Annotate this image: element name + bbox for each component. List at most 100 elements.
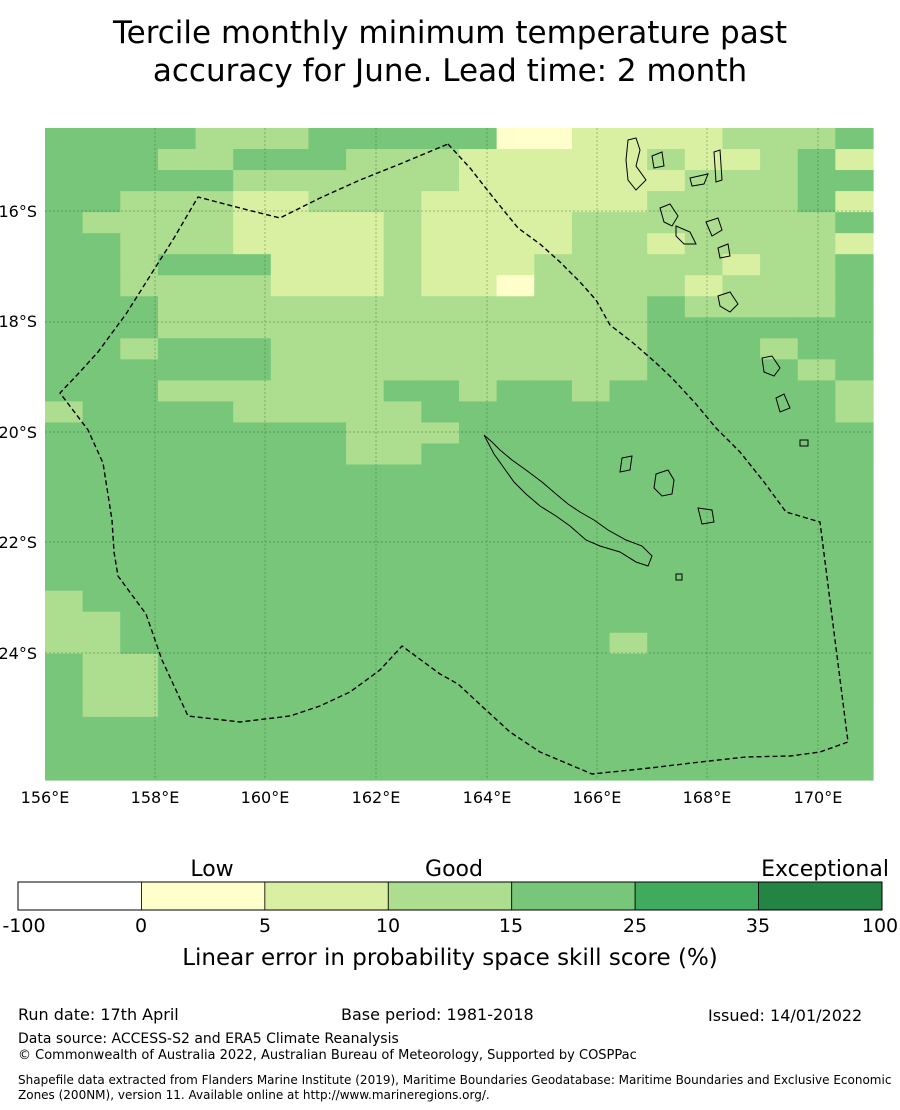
- grid-cell: [609, 191, 648, 213]
- grid-cell: [308, 464, 347, 487]
- grid-cell: [308, 422, 347, 445]
- grid-cell: [647, 128, 686, 150]
- grid-cell: [233, 758, 272, 781]
- grid-cell: [571, 128, 611, 150]
- colorbar-box: [264, 881, 389, 911]
- vanuatu-efate: [705, 217, 731, 259]
- grid-cell: [684, 653, 724, 676]
- grid-cell: [233, 716, 272, 739]
- grid-cell: [496, 338, 535, 360]
- grid-cell: [571, 527, 611, 550]
- grid-cell: [684, 149, 724, 171]
- grid-cell: [195, 233, 234, 255]
- grid-cell: [684, 296, 724, 318]
- grid-cell: [797, 716, 836, 739]
- grid-cell: [647, 443, 686, 466]
- grid-cell: [308, 128, 347, 150]
- grid-cell: [647, 191, 686, 213]
- grid-cell: [496, 527, 535, 550]
- grid-cell: [459, 317, 498, 339]
- longitude-tick-labels: 156°E 158°E 160°E 162°E 164°E 166°E 168°…: [21, 788, 843, 807]
- grid-cell: [270, 485, 310, 508]
- grid-cell: [45, 254, 84, 276]
- colorbar-box: [141, 881, 266, 911]
- grid-cell: [760, 716, 799, 739]
- grid-cell: [308, 758, 347, 781]
- grid-cell: [684, 506, 724, 529]
- grid-cell: [496, 401, 535, 424]
- grid-cell: [797, 506, 836, 529]
- grid-cell: [684, 737, 724, 760]
- grid-cell: [308, 632, 347, 655]
- grid-cell: [797, 569, 836, 592]
- grid-cell: [421, 506, 460, 529]
- grid-cell: [496, 128, 535, 150]
- grid-cell: [797, 275, 836, 297]
- grid-cell: [421, 170, 460, 192]
- grid-cell: [835, 254, 874, 276]
- grid-cell: [308, 401, 347, 424]
- grid-cell: [760, 128, 799, 150]
- grid-cell: [835, 569, 874, 592]
- grid-cell: [722, 380, 761, 403]
- grid-cell: [609, 674, 648, 697]
- loyalty-islands: [619, 455, 715, 525]
- grid-cell: [233, 485, 272, 508]
- grid-cell: [120, 611, 159, 634]
- grid-cell: [233, 590, 272, 613]
- vanuatu-tanna: [717, 291, 739, 313]
- grid-cell: [835, 443, 874, 466]
- grid-cell: [383, 128, 422, 150]
- grid-cell: [797, 380, 836, 403]
- grid-cell: [496, 758, 535, 781]
- grid-cell: [45, 569, 84, 592]
- grid-cell: [534, 527, 573, 550]
- grid-cell: [684, 338, 724, 360]
- grid-cell: [157, 632, 197, 655]
- grid-cell: [195, 653, 234, 676]
- grid-cell: [760, 674, 799, 697]
- grid-cell: [609, 590, 648, 613]
- grid-cell: [270, 464, 310, 487]
- lon-tick-166: 166°E: [573, 788, 622, 807]
- grid-cell: [609, 149, 648, 171]
- grid-cell: [760, 191, 799, 213]
- grid-cell: [233, 527, 272, 550]
- grid-cell: [797, 191, 836, 213]
- grid-cell: [609, 716, 648, 739]
- grid-cell: [157, 464, 197, 487]
- colorbar-box: [387, 881, 513, 911]
- grid-cell: [270, 569, 310, 592]
- grid-cell: [609, 527, 648, 550]
- grid-cell: [120, 149, 159, 171]
- data-source: Data source: ACCESS-S2 and ERA5 Climate …: [18, 1031, 399, 1047]
- grid-cell: [684, 359, 724, 381]
- grid-cell: [459, 527, 498, 550]
- grid-cell: [383, 191, 422, 213]
- grid-cell: [346, 254, 385, 276]
- grid-cell: [722, 233, 761, 255]
- grid-cell: [120, 632, 159, 655]
- grid-cell: [647, 401, 686, 424]
- grid-cell: [459, 128, 498, 150]
- grid-cell: [496, 170, 535, 192]
- grid-cell: [120, 359, 159, 381]
- grid-cell: [496, 548, 535, 571]
- grid-cell: [82, 317, 121, 339]
- grid-cell: [571, 338, 611, 360]
- grid-cell: [233, 170, 272, 192]
- grid-cell: [571, 317, 611, 339]
- grid-cell: [609, 443, 648, 466]
- grid-cell: [421, 212, 460, 234]
- grid-cell: [496, 317, 535, 339]
- grid-cell: [835, 317, 874, 339]
- grid-cell: [835, 128, 874, 150]
- grid-cell: [195, 464, 234, 487]
- grid-cell: [157, 275, 197, 297]
- grid-cell: [308, 317, 347, 339]
- grid-cell: [421, 359, 460, 381]
- grid-cell: [270, 191, 310, 213]
- grid-cell: [346, 506, 385, 529]
- grid-cell: [797, 695, 836, 718]
- grid-cell: [157, 569, 197, 592]
